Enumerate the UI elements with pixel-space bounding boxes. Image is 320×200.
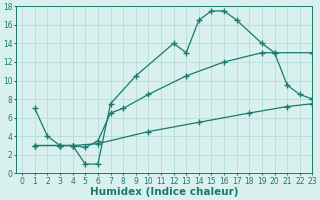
X-axis label: Humidex (Indice chaleur): Humidex (Indice chaleur) bbox=[90, 187, 238, 197]
